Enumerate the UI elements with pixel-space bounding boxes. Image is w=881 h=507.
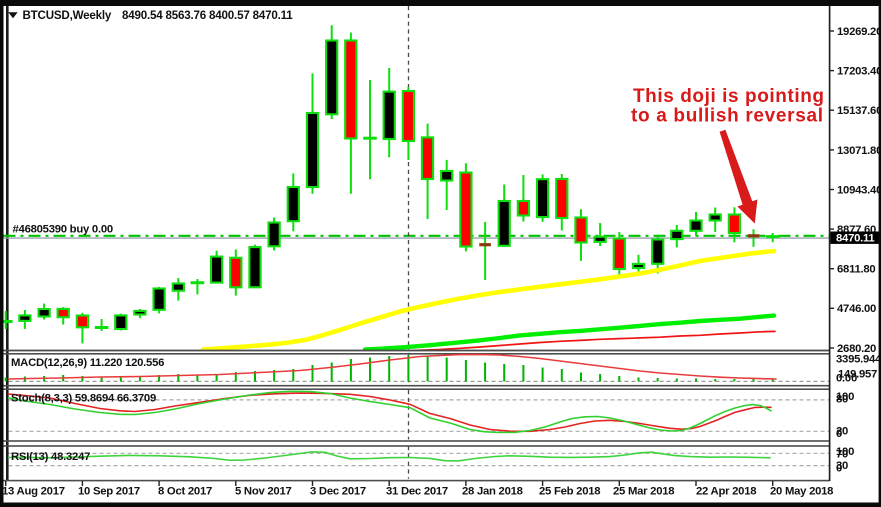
svg-text:10 Sep 2017: 10 Sep 2017 [78,486,140,498]
svg-text:15137.60: 15137.60 [837,105,881,117]
svg-text:0.00: 0.00 [836,373,857,385]
svg-text:28 Jan 2018: 28 Jan 2018 [462,486,523,498]
svg-text:8470.11: 8470.11 [836,232,874,244]
svg-text:3 Dec 2017: 3 Dec 2017 [310,486,366,498]
svg-text:8490.54 8563.76 8400.57 8470.1: 8490.54 8563.76 8400.57 8470.11 [122,9,293,22]
svg-text:30: 30 [836,460,848,472]
svg-text:149.957: 149.957 [838,369,877,381]
svg-text:2680.20: 2680.20 [837,343,876,355]
svg-text:This doji is pointing: This doji is pointing [633,86,824,107]
svg-text:to a bullish reversal: to a bullish reversal [631,106,823,127]
svg-text:25 Feb 2018: 25 Feb 2018 [539,486,600,498]
svg-text:31 Dec 2017: 31 Dec 2017 [386,486,448,498]
svg-text:100: 100 [836,446,854,458]
svg-text:8 Oct 2017: 8 Oct 2017 [158,486,212,498]
svg-text:BTCUSD,Weekly: BTCUSD,Weekly [23,9,112,22]
svg-text:13071.80: 13071.80 [837,145,881,157]
svg-text:13 Aug 2017: 13 Aug 2017 [2,486,65,498]
svg-text:20: 20 [836,426,848,438]
svg-text:4746.00: 4746.00 [837,303,876,315]
svg-text:RSI(13) 48.3247: RSI(13) 48.3247 [11,451,90,463]
svg-text:22 Apr 2018: 22 Apr 2018 [696,486,756,498]
svg-text:5 Nov 2017: 5 Nov 2017 [235,486,292,498]
svg-text:Stoch(8,3,3) 59.8694 66.3709: Stoch(8,3,3) 59.8694 66.3709 [11,393,156,405]
svg-text:0: 0 [836,463,842,475]
svg-text:80: 80 [836,394,848,406]
svg-text:19269.20: 19269.20 [837,26,881,38]
svg-text:25 Mar 2018: 25 Mar 2018 [613,486,674,498]
svg-text:0: 0 [836,428,842,440]
svg-text:17203.40: 17203.40 [837,66,881,78]
svg-text:70: 70 [836,449,848,461]
svg-text:100: 100 [836,391,854,403]
svg-text:#46805390 buy 0.00: #46805390 buy 0.00 [13,224,113,236]
svg-text:6811.80: 6811.80 [837,264,875,276]
svg-text:20 May 2018: 20 May 2018 [770,486,833,498]
svg-text:3395.944: 3395.944 [836,354,881,366]
svg-text:MACD(12,26,9) 11.220 120.556: MACD(12,26,9) 11.220 120.556 [11,357,164,369]
svg-text:10943.40: 10943.40 [837,184,881,196]
